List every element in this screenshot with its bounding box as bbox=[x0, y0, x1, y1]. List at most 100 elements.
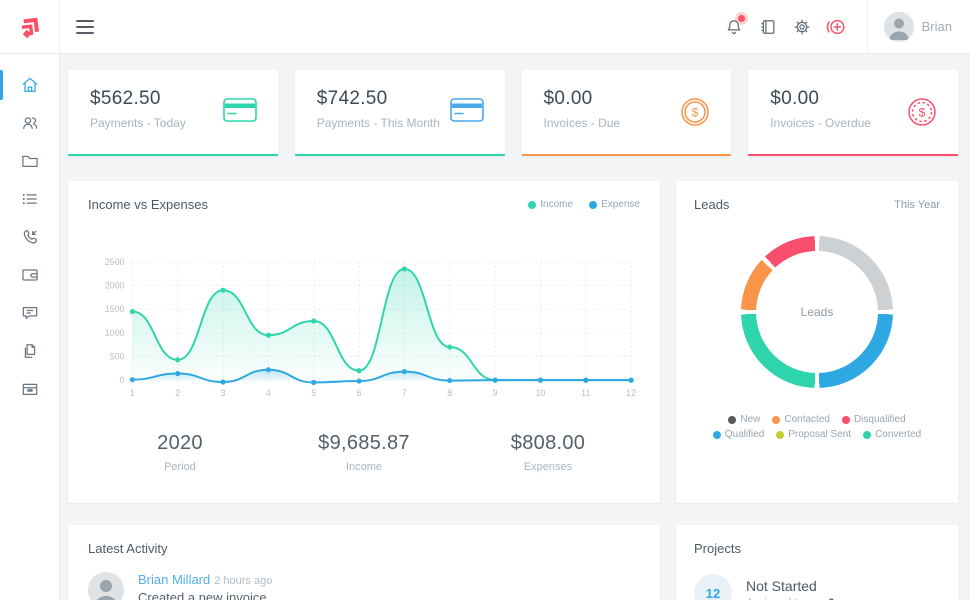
clients-icon bbox=[22, 117, 37, 130]
stat-card-payments-today[interactable]: $562.50 Payments - Today bbox=[68, 70, 278, 156]
notebook-icon[interactable] bbox=[751, 10, 785, 44]
svg-text:500: 500 bbox=[110, 351, 125, 361]
leads-legend-item[interactable]: Contacted bbox=[772, 414, 830, 425]
legend-dot bbox=[776, 430, 785, 439]
chart-legend: Income Expense bbox=[528, 199, 640, 210]
donut-center-label: Leads bbox=[800, 305, 834, 319]
legend-label: Expense bbox=[601, 199, 640, 210]
card-accent-bar bbox=[521, 154, 732, 156]
svg-text:2: 2 bbox=[175, 388, 180, 398]
svg-text:8: 8 bbox=[447, 388, 452, 398]
summary-label: Period bbox=[164, 461, 196, 473]
svg-text:2000: 2000 bbox=[105, 280, 125, 290]
stat-amount: $562.50 bbox=[90, 88, 161, 109]
stat-cards-row: $562.50 Payments - Today $742.50 Payment… bbox=[68, 70, 958, 156]
menu-icon[interactable] bbox=[76, 19, 94, 34]
stat-label: Invoices - Due bbox=[543, 116, 621, 130]
leads-legend-item[interactable]: New bbox=[728, 414, 760, 425]
leads-card: Leads This Year Leads New Contacted Disqua… bbox=[676, 181, 958, 503]
home-icon bbox=[22, 77, 37, 92]
sidebar-item-dashboard[interactable] bbox=[0, 66, 59, 104]
svg-text:7: 7 bbox=[402, 388, 407, 398]
svg-text:1: 1 bbox=[130, 388, 135, 398]
svg-text:9: 9 bbox=[493, 388, 498, 398]
stat-amount: $0.00 bbox=[770, 88, 820, 109]
stat-label: Invoices - Overdue bbox=[770, 116, 871, 130]
card-accent-bar bbox=[294, 154, 505, 156]
summary-label: Expenses bbox=[523, 461, 573, 473]
quick-add-icon[interactable] bbox=[819, 10, 853, 44]
sidebar-item-tasks[interactable] bbox=[0, 180, 59, 218]
project-assigned: Assigned to me: 6 bbox=[746, 597, 834, 600]
notifications-bell-icon[interactable] bbox=[717, 10, 751, 44]
summary-label: Income bbox=[345, 461, 383, 473]
archive-box-icon bbox=[22, 383, 37, 396]
settings-gear-icon[interactable] bbox=[785, 10, 819, 44]
summary-value: $9,685.87 bbox=[318, 432, 410, 454]
svg-text:11: 11 bbox=[581, 388, 590, 398]
legend-label: Qualified bbox=[724, 429, 765, 440]
svg-text:1000: 1000 bbox=[105, 328, 125, 338]
assigned-label: Assigned to me: bbox=[746, 597, 825, 600]
app-logo[interactable] bbox=[0, 0, 60, 54]
leads-legend-item[interactable]: Proposal Sent bbox=[776, 429, 851, 440]
expense-legend-dot bbox=[589, 200, 598, 209]
income-legend-dot bbox=[528, 200, 537, 209]
activity-item: Brian Millard 2 hours ago Created a new i… bbox=[88, 572, 640, 600]
brand-logo-icon bbox=[21, 17, 39, 38]
sidebar-item-messages[interactable] bbox=[0, 294, 59, 332]
activity-user-link[interactable]: Brian Millard bbox=[138, 572, 211, 587]
leads-legend-item[interactable]: Qualified bbox=[712, 429, 765, 440]
legend-label: Converted bbox=[875, 429, 922, 440]
coin-dollar-icon: $ bbox=[679, 96, 711, 156]
card-accent-bar bbox=[68, 154, 278, 156]
svg-text:2500: 2500 bbox=[105, 257, 125, 267]
sidebar-item-projects[interactable] bbox=[0, 142, 59, 180]
left-sidebar bbox=[0, 54, 60, 600]
legend-dot bbox=[863, 430, 872, 439]
leads-donut-chart: Leads bbox=[741, 236, 893, 388]
sidebar-item-documents[interactable] bbox=[0, 332, 59, 370]
credit-card-icon bbox=[222, 96, 258, 156]
notification-badge bbox=[737, 14, 745, 22]
stat-label: Payments - Today bbox=[90, 116, 186, 130]
summary-income: $9,685.87 Income bbox=[272, 432, 456, 473]
stat-label: Payments - This Month bbox=[316, 116, 440, 130]
svg-text:$: $ bbox=[919, 106, 926, 120]
sidebar-item-archive[interactable] bbox=[0, 370, 59, 408]
legend-label: Disqualified bbox=[853, 414, 906, 425]
svg-text:4: 4 bbox=[266, 388, 271, 398]
stat-amount: $742.50 bbox=[316, 88, 388, 109]
stat-card-invoices-overdue[interactable]: $0.00 Invoices - Overdue $ bbox=[748, 70, 958, 156]
stat-card-invoices-due[interactable]: $0.00 Invoices - Due $ bbox=[521, 70, 732, 156]
svg-text:10: 10 bbox=[536, 388, 546, 398]
projects-card: Projects 12 Not Started Assigned to me: … bbox=[676, 525, 958, 600]
legend-dot bbox=[772, 415, 781, 424]
leads-legend-item[interactable]: Disqualified bbox=[841, 414, 906, 425]
summary-value: $808.00 bbox=[510, 432, 586, 454]
sidebar-item-clients[interactable] bbox=[0, 104, 59, 142]
project-status-item[interactable]: 12 Not Started Assigned to me: 6 bbox=[694, 574, 940, 600]
sidebar-item-payments[interactable] bbox=[0, 256, 59, 294]
stat-card-payments-month[interactable]: $742.50 Payments - This Month bbox=[294, 70, 505, 156]
svg-text:12: 12 bbox=[626, 388, 636, 398]
legend-label: New bbox=[740, 414, 761, 425]
legend-item-income[interactable]: Income bbox=[528, 199, 573, 210]
leads-title: Leads bbox=[694, 197, 730, 212]
legend-dot bbox=[841, 415, 850, 424]
user-menu[interactable]: Brian bbox=[866, 0, 970, 53]
stat-amount: $0.00 bbox=[543, 88, 593, 109]
sidebar-item-leads[interactable] bbox=[0, 218, 59, 256]
leads-legend: New Contacted Disqualified Qualified Proposa… bbox=[694, 414, 940, 440]
summary-period: 2020 Period bbox=[88, 432, 272, 473]
activity-action: Created a new invoice bbox=[138, 590, 267, 600]
leads-period-filter[interactable]: This Year bbox=[894, 198, 940, 211]
leads-legend-item[interactable]: Converted bbox=[863, 429, 921, 440]
assigned-count: 6 bbox=[828, 597, 834, 600]
chart-title: Income vs Expenses bbox=[88, 197, 208, 212]
svg-text:$: $ bbox=[692, 106, 699, 120]
documents-icon bbox=[24, 344, 35, 358]
legend-item-expense[interactable]: Expense bbox=[589, 199, 640, 210]
project-status-label: Not Started bbox=[746, 577, 817, 594]
